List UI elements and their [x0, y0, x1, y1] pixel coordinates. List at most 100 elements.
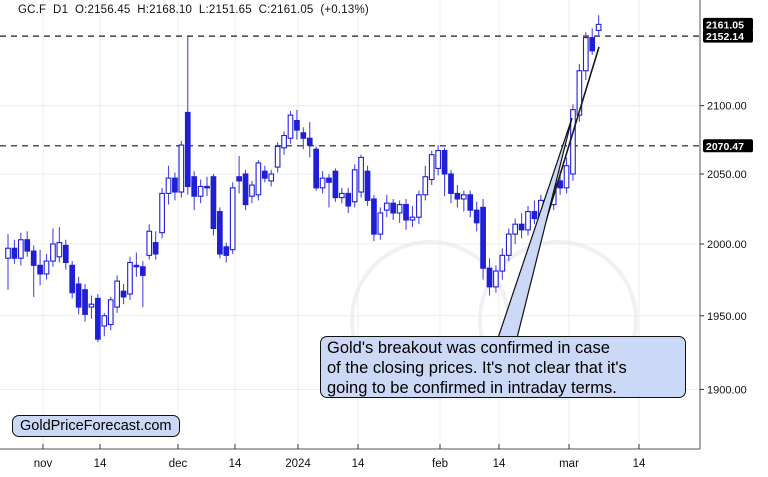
candle-body	[133, 264, 140, 268]
candle-body	[178, 144, 185, 193]
candle-body	[101, 315, 108, 327]
price-tag-level-upper-bg	[703, 29, 753, 43]
candle-body	[236, 176, 242, 182]
candle-body	[217, 211, 223, 255]
price-tag-level-lower-bg	[703, 139, 753, 153]
candle-body	[448, 173, 454, 194]
candle-body	[274, 145, 281, 168]
ohlc-readout: GC.F D1 O:2156.45 H:2168.10 L:2151.65 C:…	[18, 4, 369, 16]
x-tick-label: 14	[94, 458, 107, 470]
candle-body	[223, 246, 230, 256]
candle-body	[114, 280, 120, 308]
annotation-box: Gold's breakout was confirmed in case of…	[320, 336, 686, 398]
candle-body	[441, 150, 448, 175]
candle-body	[480, 206, 486, 269]
candle-body	[159, 192, 165, 234]
candle-body	[261, 170, 268, 179]
candle-body	[197, 185, 204, 197]
candle-body	[204, 185, 210, 189]
candle-body	[396, 204, 403, 214]
candle-body	[17, 239, 24, 259]
candle-body	[493, 270, 499, 288]
price-tag-current: 2161.05	[706, 19, 744, 31]
candle-body	[146, 230, 153, 256]
candle-body	[390, 202, 397, 214]
watermark	[478, 240, 638, 400]
candle-body	[313, 148, 320, 189]
candle-body	[473, 209, 480, 224]
candle-body	[75, 283, 82, 308]
candle-body	[268, 173, 275, 182]
candle-body	[165, 177, 172, 194]
y-tick-label: 2000.00	[707, 239, 747, 251]
candle-body	[306, 137, 313, 146]
y-tick-label: 2050.00	[707, 169, 747, 181]
price-tag-level-lower: 2070.47	[706, 141, 744, 153]
candle-body	[127, 261, 133, 295]
candle-body	[435, 150, 441, 170]
price-tag-current-bg	[703, 17, 753, 31]
candle-body	[326, 177, 332, 183]
candle-body	[576, 70, 583, 116]
x-tick-label: 14	[229, 458, 242, 470]
x-tick-label: dec	[169, 458, 188, 470]
candle-body	[50, 243, 56, 262]
candle-body	[191, 176, 198, 197]
candle-body	[242, 173, 249, 206]
candle-body	[120, 290, 127, 298]
candle-body	[184, 111, 191, 188]
candle-body	[56, 242, 63, 258]
x-tick-label: feb	[432, 458, 448, 470]
y-tick-label: 1950.00	[707, 311, 747, 323]
candle-body	[107, 299, 114, 326]
candle-body	[364, 170, 371, 201]
candle-body	[139, 266, 146, 276]
x-tick-label: 14	[493, 458, 506, 470]
candle-body	[43, 260, 50, 275]
annotation-callout-pointer	[497, 117, 573, 339]
y-tick-label: 2100.00	[707, 101, 747, 113]
candle-body	[377, 212, 384, 235]
x-tick-label: 2024	[285, 458, 311, 470]
candle-body	[467, 194, 474, 211]
candle-body	[416, 194, 422, 218]
candle-body	[345, 192, 352, 207]
candle-body	[454, 192, 461, 200]
candle-body	[383, 202, 390, 211]
annotation-line: of the closing prices. It's not clear th…	[327, 359, 627, 377]
candle-body	[255, 162, 262, 196]
candle-body	[5, 247, 11, 259]
candle-body	[37, 264, 43, 275]
x-tick-label: 14	[352, 458, 365, 470]
x-tick-label: 14	[633, 458, 646, 470]
annotation-line: going to be confirmed in intraday terms.	[327, 379, 617, 397]
candle-body	[300, 132, 307, 139]
candle-body	[512, 223, 519, 235]
candle-body	[518, 223, 525, 231]
candle-body	[338, 192, 345, 199]
candle-body	[563, 165, 570, 189]
candle-body	[499, 254, 506, 272]
candle-body	[62, 244, 69, 264]
candle-body	[486, 267, 493, 288]
candle-body	[531, 211, 538, 220]
candle-body	[210, 176, 217, 229]
candle-body	[428, 154, 435, 181]
candle-body	[88, 303, 95, 308]
candle-body	[69, 264, 76, 294]
logo-badge[interactable]: GoldPriceForecast.com	[12, 415, 180, 437]
candle-body	[422, 176, 429, 196]
candle-body	[409, 216, 416, 221]
candle-body	[460, 194, 467, 200]
candle-body	[229, 187, 236, 251]
x-tick-label: mar	[559, 458, 579, 470]
y-tick-label: 1900.00	[707, 384, 747, 396]
candle-body	[30, 250, 37, 266]
candle-body	[11, 247, 18, 259]
price-tag-level-upper: 2152.14	[706, 31, 744, 43]
candle-body	[582, 37, 589, 72]
candle-body	[281, 134, 287, 149]
candle-body	[595, 23, 602, 31]
candle-body	[95, 297, 101, 340]
